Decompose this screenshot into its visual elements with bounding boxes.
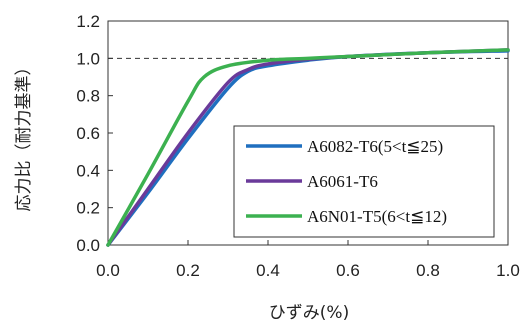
y-axis-title: 応力比（耐力基準） xyxy=(14,59,34,212)
legend-label-3: A6N01-T5(6<t≦12) xyxy=(307,207,447,226)
y-tick-label: 0.0 xyxy=(76,236,100,255)
x-tick-label: 0.6 xyxy=(336,261,360,280)
x-tick-label: 0.4 xyxy=(256,261,280,280)
x-tick-label: 1.0 xyxy=(496,261,520,280)
y-axis-title-group: 応力比（耐力基準） xyxy=(14,59,34,212)
series-line-3 xyxy=(106,48,510,247)
y-tick-label: 0.8 xyxy=(76,87,100,106)
y-tick-label: 0.2 xyxy=(76,199,100,218)
legend-label-1: A6082-T6(5<t≦25) xyxy=(307,137,443,156)
x-axis-title: ひずみ(%) xyxy=(269,303,349,323)
y-tick-label: 0.4 xyxy=(76,161,100,180)
legend-label-2: A6061-T6 xyxy=(307,172,378,191)
y-tick-label: 0.6 xyxy=(76,124,100,143)
y-tick-label: 1.2 xyxy=(76,12,100,31)
x-tick-label: 0.2 xyxy=(176,261,200,280)
x-tick-label: 0.8 xyxy=(416,261,440,280)
x-tick-label: 0.0 xyxy=(96,261,120,280)
y-tick-label: 1.0 xyxy=(76,49,100,68)
